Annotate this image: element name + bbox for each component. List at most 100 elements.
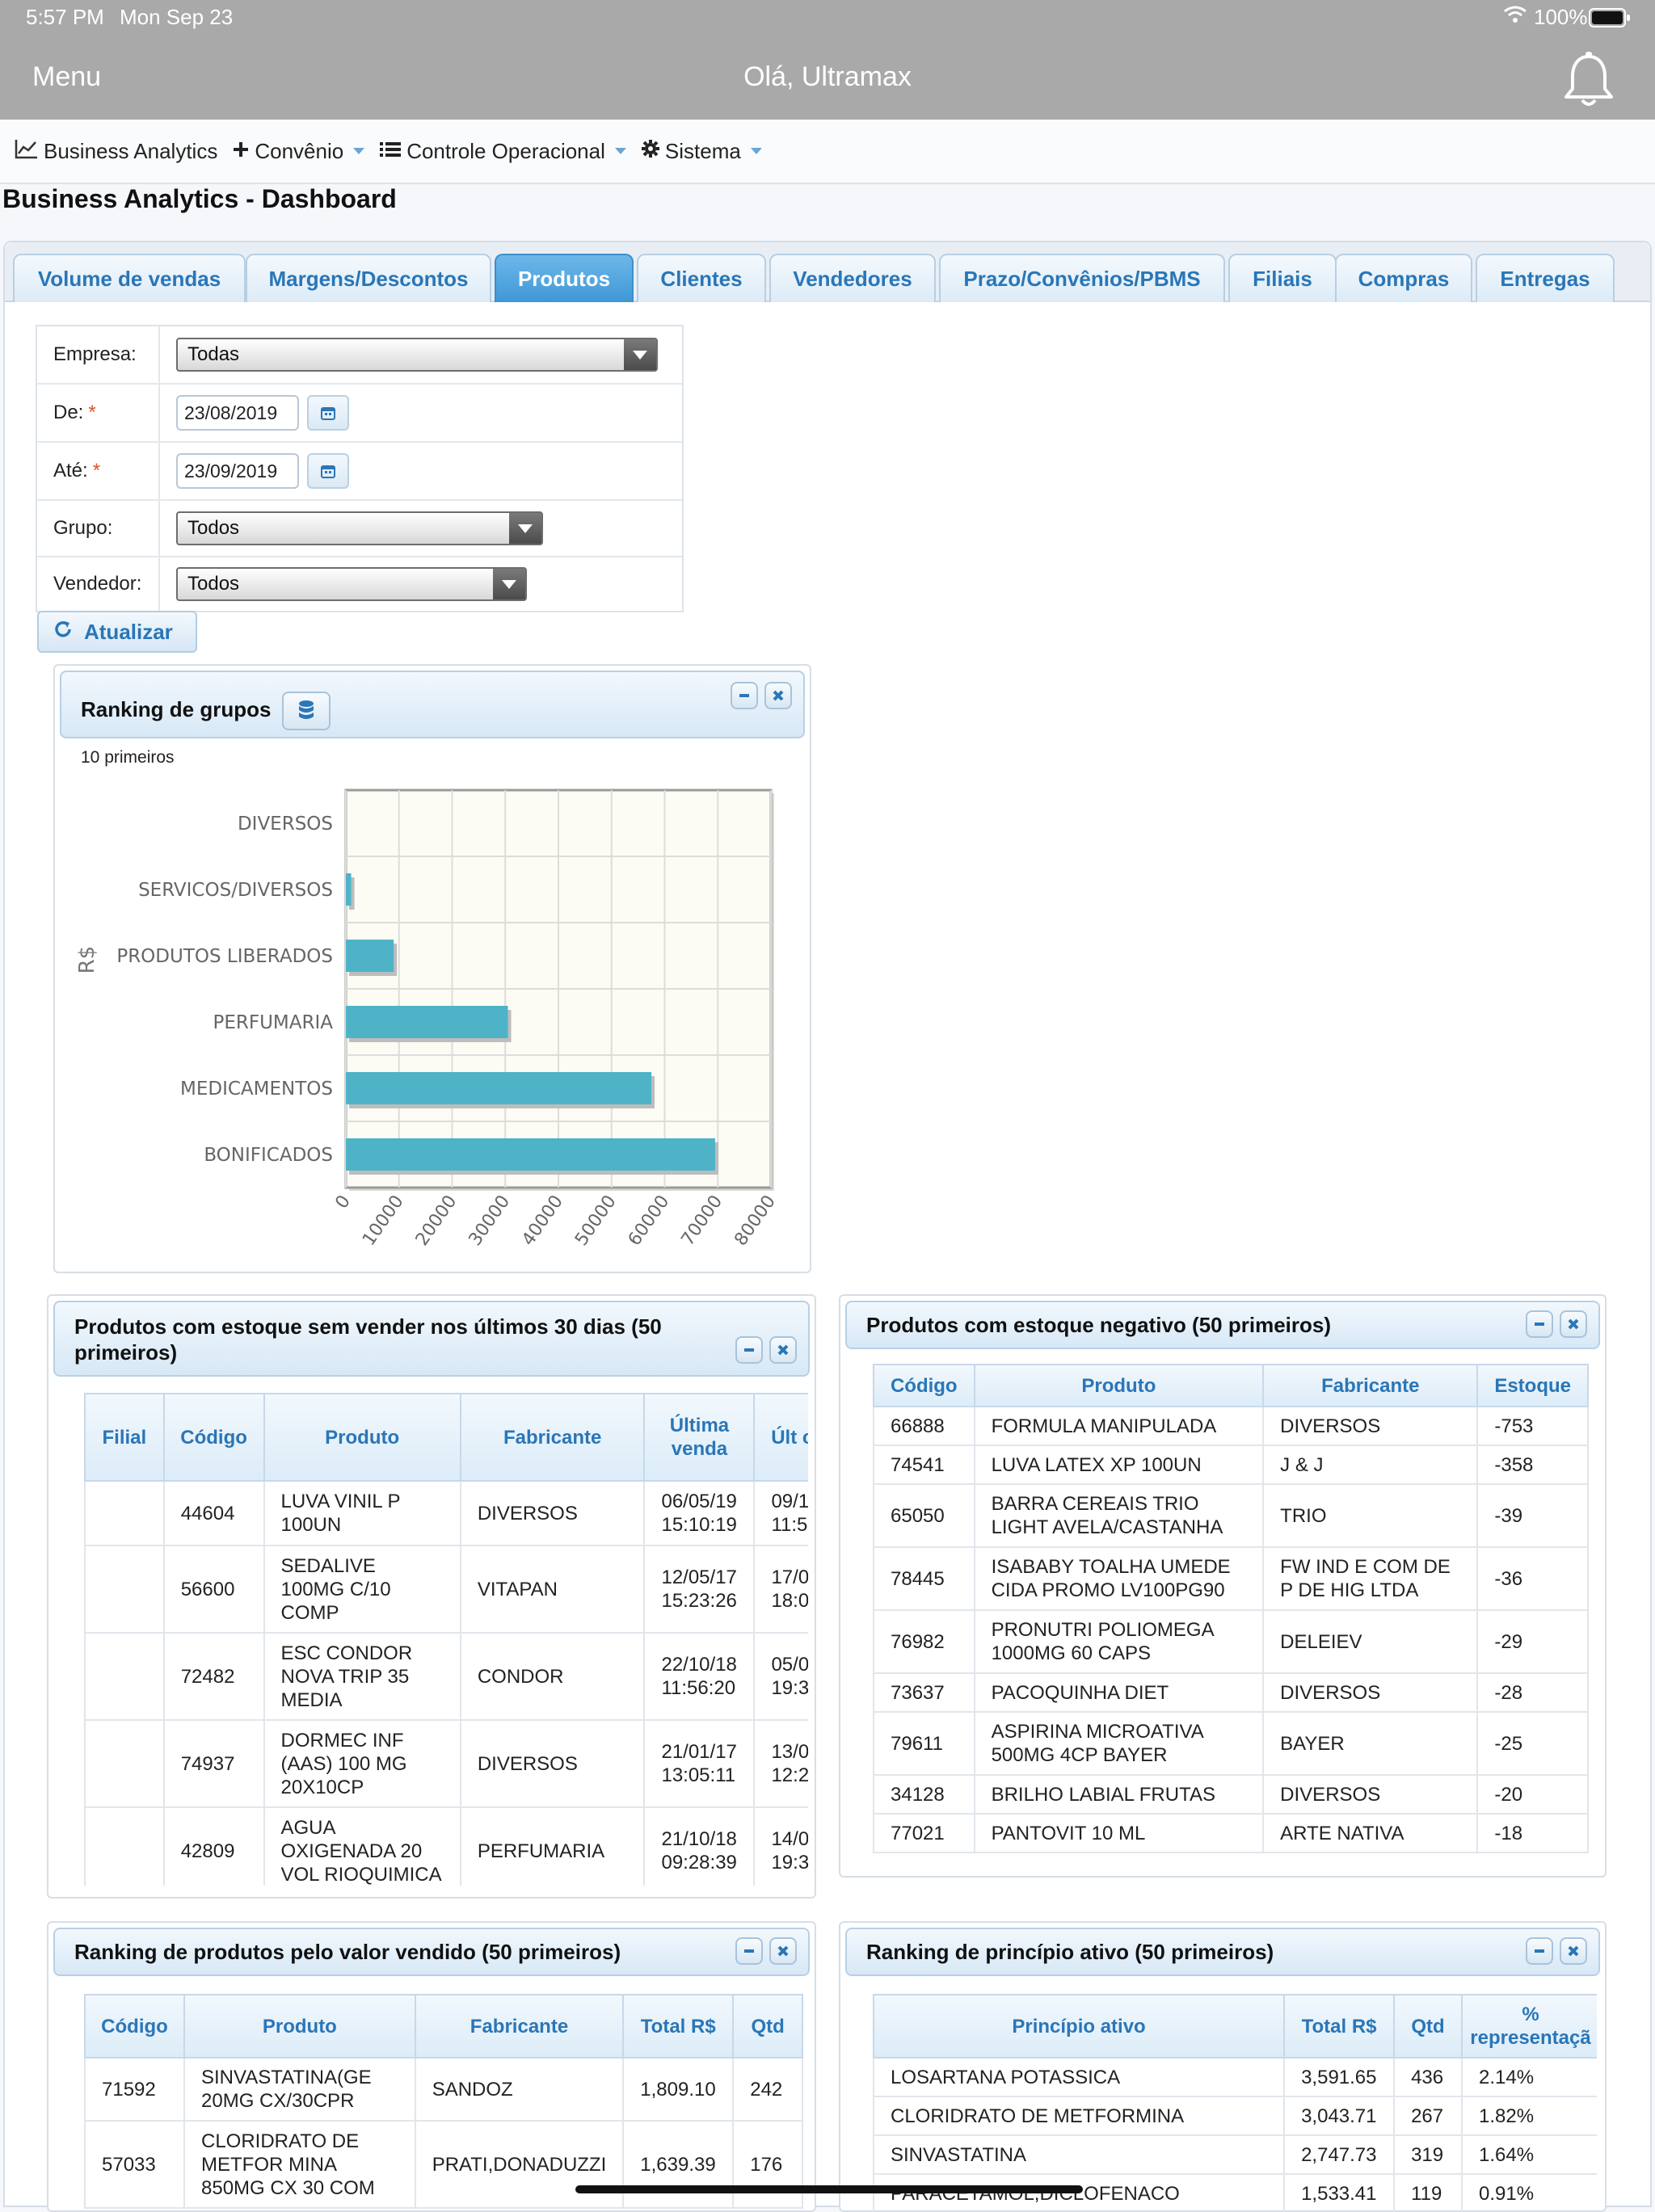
ranking-produtos-controls	[735, 1937, 797, 1965]
table-row[interactable]: 56600 SEDALIVE 100MG C/10 COMP VITAPAN 12/0…	[84, 1545, 808, 1634]
ranking-grupos-title: Ranking de grupos	[81, 696, 272, 721]
table-cell: 3,043.71	[1283, 2096, 1396, 2136]
table-row[interactable]: CLORIDRATO DE METFORMINA 3,043.71 267 1.82%	[873, 2096, 1597, 2136]
minimize-icon[interactable]	[1526, 1937, 1553, 1965]
col-header[interactable]: Últ com	[753, 1393, 808, 1482]
close-icon[interactable]	[769, 1336, 797, 1364]
grupo-select[interactable]: Todos	[176, 511, 543, 545]
vendedor-select[interactable]: Todos	[176, 567, 527, 601]
close-icon[interactable]	[764, 682, 792, 709]
table-row[interactable]: 78445 ISABABY TOALHA UMEDE CIDA PROMO LV1…	[873, 1546, 1589, 1611]
table-cell: 22/10/18 11:56:20	[643, 1632, 756, 1721]
minimize-icon[interactable]	[735, 1937, 763, 1965]
table-row[interactable]: 42809 AGUA OXIGENADA 20 VOL RIOQUIMICA PER…	[84, 1806, 808, 1886]
empresa-select-value: Todas	[187, 343, 240, 365]
ate-label: Até: *	[37, 443, 160, 499]
tab-volume-de-vendas[interactable]: Volume de vendas	[13, 254, 246, 302]
col-header[interactable]: % representaçã	[1461, 1994, 1597, 2059]
update-button[interactable]: Atualizar	[37, 611, 197, 653]
y-axis-label: R$	[75, 946, 99, 974]
col-header[interactable]: Última venda	[643, 1393, 756, 1482]
col-header[interactable]: Qtd	[732, 1994, 803, 2059]
table-row[interactable]: 74541 LUVA LATEX XP 100UN J & J -358	[873, 1445, 1589, 1485]
col-header[interactable]: Código	[873, 1364, 975, 1407]
minimize-icon[interactable]	[735, 1336, 763, 1364]
col-header[interactable]: Produto	[973, 1364, 1265, 1407]
calendar-icon[interactable]	[307, 395, 349, 431]
col-header[interactable]: Código	[84, 1994, 185, 2059]
tab-produtos[interactable]: Produtos	[495, 254, 634, 302]
table-row[interactable]: 65050 BARRA CEREAIS TRIO LIGHT AVELA/CAST…	[873, 1483, 1589, 1548]
table-row[interactable]: 66888 FORMULA MANIPULADA DIVERSOS -753	[873, 1406, 1589, 1446]
tab-margens-descontos[interactable]: Margens/Descontos	[246, 254, 491, 302]
x-tick-label: 10000	[359, 1192, 408, 1250]
table-row[interactable]: 34128 BRILHO LABIAL FRUTAS DIVERSOS -20	[873, 1774, 1589, 1815]
col-header[interactable]: Código	[162, 1393, 265, 1482]
close-icon[interactable]	[1560, 1310, 1587, 1338]
table-row[interactable]: LOSARTANA POTASSICA 3,591.65 436 2.14%	[873, 2057, 1597, 2097]
estoque-negativo-table-wrap[interactable]: Código Produto Fabricante Estoque 66888 F…	[873, 1364, 1590, 1860]
col-header[interactable]: Fabricante	[1262, 1364, 1479, 1407]
nav-business-analytics[interactable]: Business Analytics	[15, 138, 217, 165]
col-header[interactable]: Produto	[263, 1393, 461, 1482]
tab-filiais[interactable]: Filiais	[1228, 254, 1337, 302]
ranking-principio-table-wrap[interactable]: Princípio ativo Total R$ Qtd % represent…	[873, 1994, 1597, 2212]
database-icon[interactable]	[281, 692, 331, 730]
table-cell: ESC CONDOR NOVA TRIP 35 MEDIA	[263, 1632, 461, 1721]
tab-entregas[interactable]: Entregas	[1476, 254, 1615, 302]
table-row[interactable]: 72482 ESC CONDOR NOVA TRIP 35 MEDIA CONDOR…	[84, 1632, 808, 1721]
ate-date-input[interactable]: 23/09/2019	[176, 453, 299, 489]
menu-button[interactable]: Menu	[32, 61, 102, 92]
table-cell: PACOQUINHA DIET	[973, 1672, 1265, 1713]
table-row[interactable]: 74937 DORMEC INF (AAS) 100 MG 20X10CP DIVE…	[84, 1719, 808, 1808]
col-header[interactable]: Fabricante	[459, 1393, 646, 1482]
table-row[interactable]: SINVASTATINA 2,747.73 319 1.64%	[873, 2134, 1597, 2175]
col-header[interactable]: Fabricante	[414, 1994, 625, 2059]
bell-icon[interactable]	[1563, 52, 1615, 112]
table-cell	[84, 1806, 165, 1886]
ranking-principio-controls	[1526, 1937, 1587, 1965]
de-date-input[interactable]: 23/08/2019	[176, 395, 299, 431]
col-header[interactable]: Filial	[84, 1393, 165, 1482]
estoque-sem-vender-table-wrap[interactable]: Filial Código Produto Fabricante Última …	[84, 1393, 808, 1886]
table-row[interactable]: 44604 LUVA VINIL P 100UN DIVERSOS 06/05/19 …	[84, 1480, 808, 1546]
table-row[interactable]: 76982 PRONUTRI POLIOMEGA 1000MG 60 CAPS DE…	[873, 1609, 1589, 1674]
table-cell: BRILHO LABIAL FRUTAS	[973, 1774, 1265, 1815]
table-cell: DIVERSOS	[459, 1719, 646, 1808]
table-row[interactable]: 77021 PANTOVIT 10 ML ARTE NATIVA -18	[873, 1813, 1589, 1853]
ranking-produtos-table-wrap[interactable]: Código Produto Fabricante Total R$ Qtd 7…	[84, 1994, 805, 2212]
table-row[interactable]: 79611 ASPIRINA MICROATIVA 500MG 4CP BAYER…	[873, 1711, 1589, 1776]
empresa-select[interactable]: Todas	[176, 338, 658, 372]
table-row[interactable]: 71592 SINVASTATINA(GE 20MG CX/30CPR SANDOZ…	[84, 2057, 803, 2122]
nav-convenio[interactable]: Convênio	[232, 138, 365, 164]
table-cell	[84, 1632, 165, 1721]
col-header[interactable]: Princípio ativo	[873, 1994, 1286, 2059]
nav-controle-operacional[interactable]: Controle Operacional	[379, 139, 626, 164]
calendar-icon[interactable]	[307, 453, 349, 489]
col-header[interactable]: Produto	[183, 1994, 416, 2059]
table-cell: 72482	[162, 1632, 265, 1721]
tab-prazo-convenios-pbms[interactable]: Prazo/Convênios/PBMS	[939, 254, 1225, 302]
de-label: De: *	[37, 385, 160, 441]
tab-vendedores[interactable]: Vendedores	[769, 254, 936, 302]
chevron-down-icon	[614, 148, 626, 154]
col-header[interactable]: Total R$	[622, 1994, 735, 2059]
close-icon[interactable]	[1560, 1937, 1587, 1965]
table-row[interactable]: 57033 CLORIDRATO DE METFOR MINA 850MG CX …	[84, 2120, 803, 2209]
grupo-select-value: Todos	[187, 517, 240, 539]
col-header[interactable]: Total R$	[1283, 1994, 1396, 2059]
table-row[interactable]: 73637 PACOQUINHA DIET DIVERSOS -28	[873, 1672, 1589, 1713]
table-cell: DIVERSOS	[1262, 1672, 1479, 1713]
minimize-icon[interactable]	[731, 682, 758, 709]
minimize-icon[interactable]	[1526, 1310, 1553, 1338]
chevron-down-icon	[509, 513, 541, 544]
tab-compras[interactable]: Compras	[1335, 254, 1472, 302]
close-icon[interactable]	[769, 1937, 797, 1965]
col-header[interactable]: Qtd	[1393, 1994, 1463, 2059]
col-header[interactable]: Estoque	[1476, 1364, 1589, 1407]
nav-sistema[interactable]: Sistema	[641, 139, 762, 164]
required-mark: *	[88, 402, 96, 423]
table-cell: 14/0 19:3	[753, 1806, 808, 1886]
nav-convenio-label: Convênio	[255, 138, 344, 163]
tab-clientes[interactable]: Clientes	[637, 254, 766, 302]
